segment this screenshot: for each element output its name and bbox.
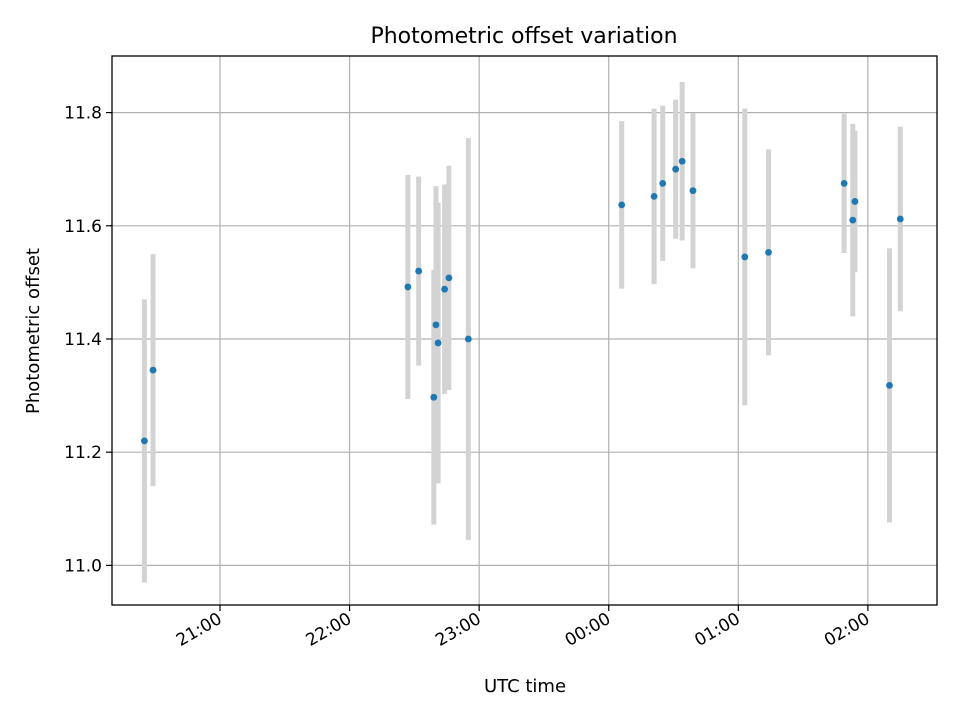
y-tick-label: 11.8 <box>64 104 102 124</box>
data-point <box>618 201 626 209</box>
data-point <box>741 253 749 261</box>
data-point <box>441 285 448 293</box>
data-point <box>765 248 772 256</box>
data-point <box>464 335 472 343</box>
x-tick-label: 22:00 <box>303 609 355 651</box>
x-tick-label: 00:00 <box>562 609 614 651</box>
data-point <box>404 283 412 291</box>
y-tick-label: 11.6 <box>64 217 102 237</box>
y-tick-label: 11.4 <box>64 330 102 350</box>
data-point <box>445 274 453 282</box>
y-axis-label: Photometric offset <box>23 248 44 414</box>
data-point <box>689 187 697 195</box>
x-tick-label: 21:00 <box>173 609 225 651</box>
plot-frame <box>111 55 938 606</box>
data-point <box>672 165 680 173</box>
x-tick-label: 01:00 <box>691 609 743 651</box>
data-point <box>430 393 438 401</box>
y-tick-label: 11.0 <box>64 556 102 576</box>
chart-title: Photometric offset variation <box>370 24 677 49</box>
data-point <box>432 321 440 329</box>
data-point <box>650 192 658 200</box>
data-point <box>415 267 423 275</box>
data-point <box>851 198 859 205</box>
x-tick-label: 23:00 <box>432 609 484 651</box>
data-point <box>434 339 442 347</box>
data-points <box>140 157 904 445</box>
data-point <box>149 366 157 374</box>
data-point <box>659 179 667 187</box>
error-bars <box>141 82 903 583</box>
data-point <box>840 179 848 187</box>
data-point <box>678 157 686 165</box>
y-tick-label: 11.2 <box>64 443 102 463</box>
grid-lines <box>112 56 937 605</box>
data-point <box>896 215 904 223</box>
data-point <box>849 216 857 224</box>
data-point <box>140 437 148 445</box>
x-tick-label: 02:00 <box>821 609 873 651</box>
x-axis-label: UTC time <box>484 676 566 697</box>
data-point <box>886 382 893 389</box>
